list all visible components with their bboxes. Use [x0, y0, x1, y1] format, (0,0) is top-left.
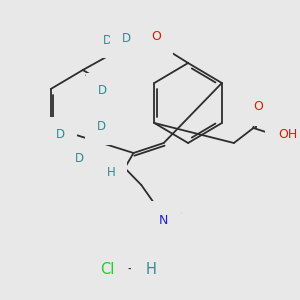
Text: D: D	[103, 34, 112, 46]
Text: Cl: Cl	[100, 262, 114, 278]
Text: D: D	[56, 128, 65, 142]
Text: D: D	[98, 85, 107, 98]
Text: D: D	[97, 121, 106, 134]
Text: —: —	[128, 263, 141, 277]
Text: O: O	[151, 29, 161, 43]
Text: H: H	[146, 262, 157, 278]
Text: D: D	[74, 152, 83, 166]
Text: H: H	[107, 166, 116, 178]
Text: N: N	[159, 214, 168, 226]
Text: D: D	[122, 32, 131, 44]
Text: OH: OH	[278, 128, 297, 142]
Text: O: O	[253, 100, 263, 113]
